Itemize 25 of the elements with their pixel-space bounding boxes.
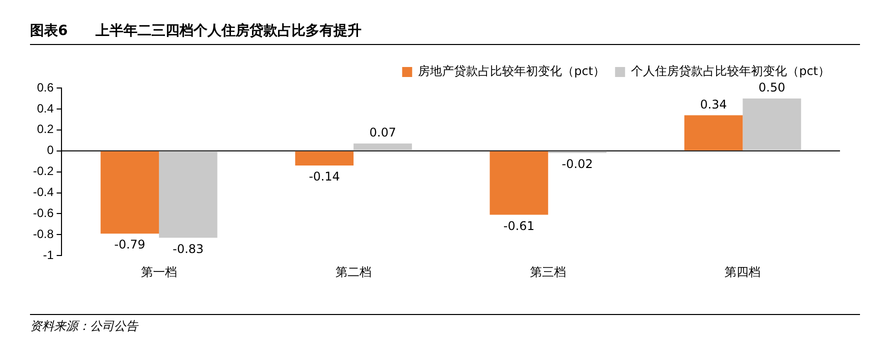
- y-tick-label: 0.6: [36, 80, 54, 94]
- y-tick-label: -0.4: [32, 185, 54, 200]
- data-label: -0.83: [172, 242, 204, 256]
- x-tick-label: 第三档: [530, 265, 566, 280]
- y-tick-label: 0.4: [36, 101, 54, 116]
- y-tick-label: -0.8: [32, 226, 54, 241]
- data-label: -0.14: [308, 170, 340, 184]
- y-tick-label: -0.6: [32, 206, 54, 220]
- legend-label: 个人住房贷款占比较年初变化（pct）: [631, 64, 830, 78]
- x-tick-label: 第二档: [336, 265, 372, 280]
- y-tick-label: -1: [43, 248, 54, 262]
- data-label: -0.79: [114, 238, 146, 252]
- data-label: 0.34: [700, 97, 727, 112]
- data-label: 0.50: [758, 80, 786, 95]
- x-tick-label: 第四档: [724, 265, 761, 280]
- chart-title: 图表6 上半年二三四档个人住房贷款占比多有提升: [30, 22, 860, 45]
- x-tick-label: 第一档: [140, 265, 177, 280]
- data-label: -0.02: [562, 157, 593, 172]
- text: 资料来源：公司公告: [30, 314, 860, 335]
- y-tick-label: -0.2: [32, 164, 54, 178]
- y-tick-label: 0: [46, 143, 54, 158]
- data-label: 0.07: [369, 126, 396, 140]
- data-label: -0.61: [503, 218, 534, 233]
- y-tick-label: 0.2: [36, 122, 54, 136]
- legend-label: 房地产贷款占比较年初变化（pct）: [418, 64, 606, 78]
